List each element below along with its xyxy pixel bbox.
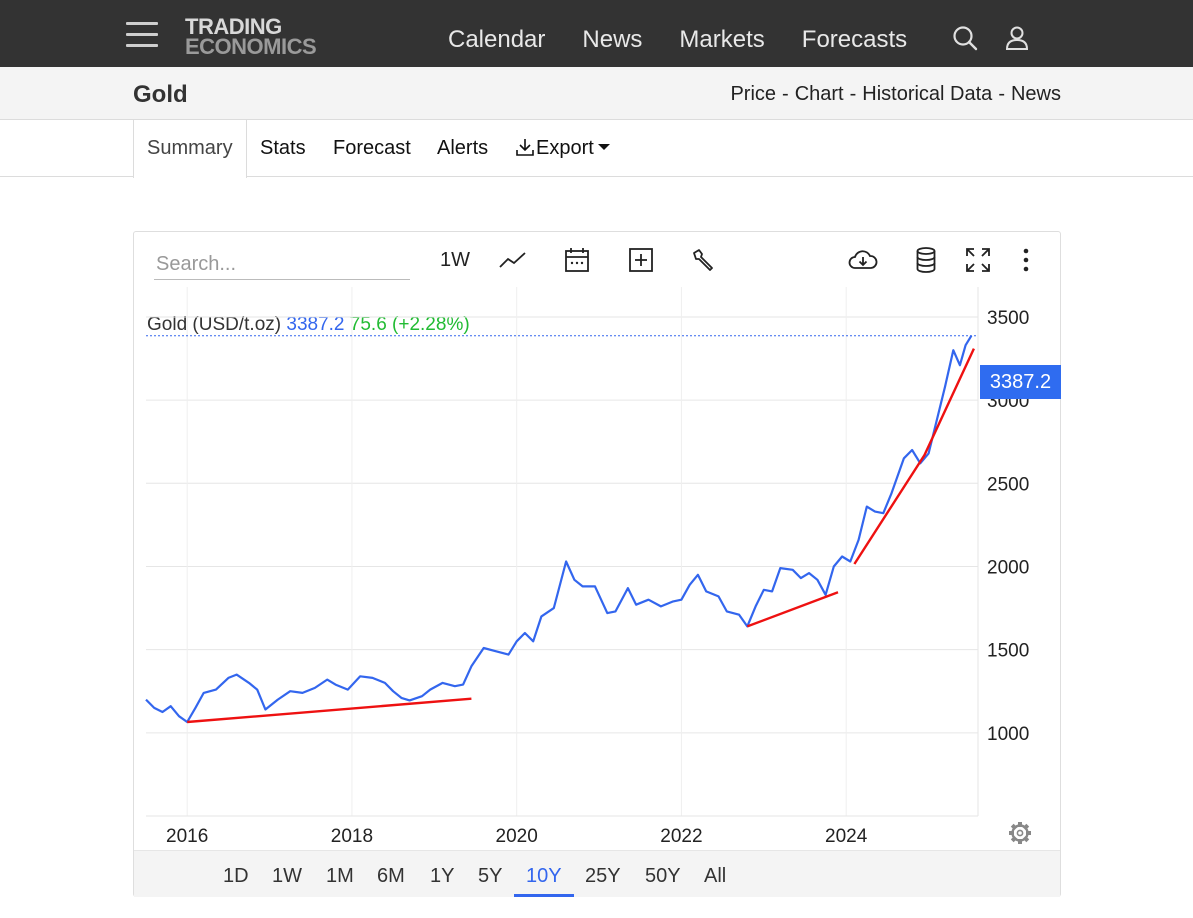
menu-icon[interactable] (126, 22, 158, 48)
range-50y[interactable]: 50Y (645, 865, 681, 887)
search-input[interactable] (154, 250, 410, 280)
range-all[interactable]: All (704, 865, 727, 887)
y-tick-label: 1500 (987, 641, 1029, 662)
range-1d[interactable]: 1D (223, 865, 249, 887)
breadcrumb: Price - Chart - Historical Data - News (730, 83, 1061, 106)
tab-bar: Summary Stats Forecast Alerts Export (0, 120, 1193, 178)
settings-icon[interactable] (1009, 822, 1031, 844)
crumb-news[interactable]: News (1010, 83, 1061, 105)
add-box-icon[interactable] (626, 244, 656, 276)
download-icon (516, 138, 534, 156)
wrench-icon[interactable] (688, 244, 718, 276)
tab-summary[interactable]: Summary (133, 120, 247, 178)
chart-panel: 1W Gold (USD/t.oz) 3387.2 75.6 (+2.28%) … (133, 231, 1061, 897)
crumb-historical-data[interactable]: Historical Data (862, 83, 993, 105)
crumb-separator: - (998, 83, 1005, 105)
x-tick-label: 2016 (166, 826, 208, 847)
y-tick-label: 1000 (987, 724, 1029, 745)
trendline (187, 697, 472, 724)
line-chart-icon[interactable] (496, 244, 530, 276)
y-tick-label: 3500 (987, 308, 1029, 329)
crumb-chart[interactable]: Chart (794, 83, 844, 105)
logo[interactable]: TRADING ECONOMICS (185, 14, 317, 59)
more-vert-icon[interactable] (1014, 244, 1038, 276)
tab-alerts[interactable]: Alerts (437, 137, 489, 159)
range-25y[interactable]: 25Y (585, 865, 621, 887)
range-10y[interactable]: 10Y (526, 865, 562, 887)
trendline (746, 591, 839, 628)
interval-selector[interactable]: 1W (440, 248, 470, 271)
y-tick-label: 2000 (987, 557, 1029, 578)
crumb-separator: - (849, 83, 857, 105)
y-tick-label: 2500 (987, 474, 1029, 495)
x-tick-label: 2022 (660, 826, 702, 847)
calendar-icon[interactable] (562, 244, 592, 276)
chart-legend: Gold (USD/t.oz) 3387.2 75.6 (+2.28%) (147, 314, 470, 336)
database-icon[interactable] (911, 244, 941, 276)
last-price-tag: 3387.2 (980, 365, 1061, 399)
main-nav: Calendar News Markets Forecasts (448, 26, 944, 54)
caret-down-icon (597, 143, 610, 150)
nav-news[interactable]: News (582, 26, 643, 53)
range-selector: 1D 1W 1M 6M 1Y 5Y 10Y 25Y 50Y All (134, 850, 1060, 897)
cloud-download-icon[interactable] (845, 244, 881, 276)
nav-forecasts[interactable]: Forecasts (801, 26, 908, 53)
trendline (853, 348, 975, 565)
tab-export[interactable]: Export (514, 120, 610, 177)
legend-change: 75.6 (+2.28%) (349, 314, 470, 335)
legend-price: 3387.2 (286, 314, 345, 335)
top-nav: TRADING ECONOMICS Calendar News Markets … (0, 0, 1193, 67)
fullscreen-icon[interactable] (963, 244, 993, 276)
range-6m[interactable]: 6M (377, 865, 405, 887)
crumb-separator: - (782, 83, 789, 105)
tab-stats[interactable]: Stats (260, 137, 306, 159)
search-icon[interactable] (951, 24, 979, 52)
crumb-price[interactable]: Price (730, 83, 777, 105)
gold-price-line (145, 335, 973, 724)
range-1y[interactable]: 1Y (430, 865, 455, 887)
logo-line1: TRADING (185, 14, 282, 39)
nav-markets[interactable]: Markets (679, 26, 765, 53)
x-tick-label: 2020 (496, 826, 538, 847)
logo-line2: ECONOMICS (185, 34, 317, 59)
range-1w[interactable]: 1W (272, 865, 302, 887)
tab-export-label: Export (536, 137, 594, 159)
tab-forecast[interactable]: Forecast (333, 137, 411, 159)
user-icon[interactable] (1003, 24, 1031, 52)
active-range-indicator (514, 894, 574, 897)
legend-series-name: Gold (USD/t.oz) (147, 314, 282, 335)
range-1m[interactable]: 1M (326, 865, 354, 887)
x-tick-label: 2018 (331, 826, 373, 847)
nav-calendar[interactable]: Calendar (448, 26, 546, 53)
page-title: Gold (133, 81, 188, 108)
range-5y[interactable]: 5Y (478, 865, 503, 887)
x-tick-label: 2024 (825, 826, 868, 847)
title-bar: Gold Price - Chart - Historical Data - News (0, 67, 1193, 120)
